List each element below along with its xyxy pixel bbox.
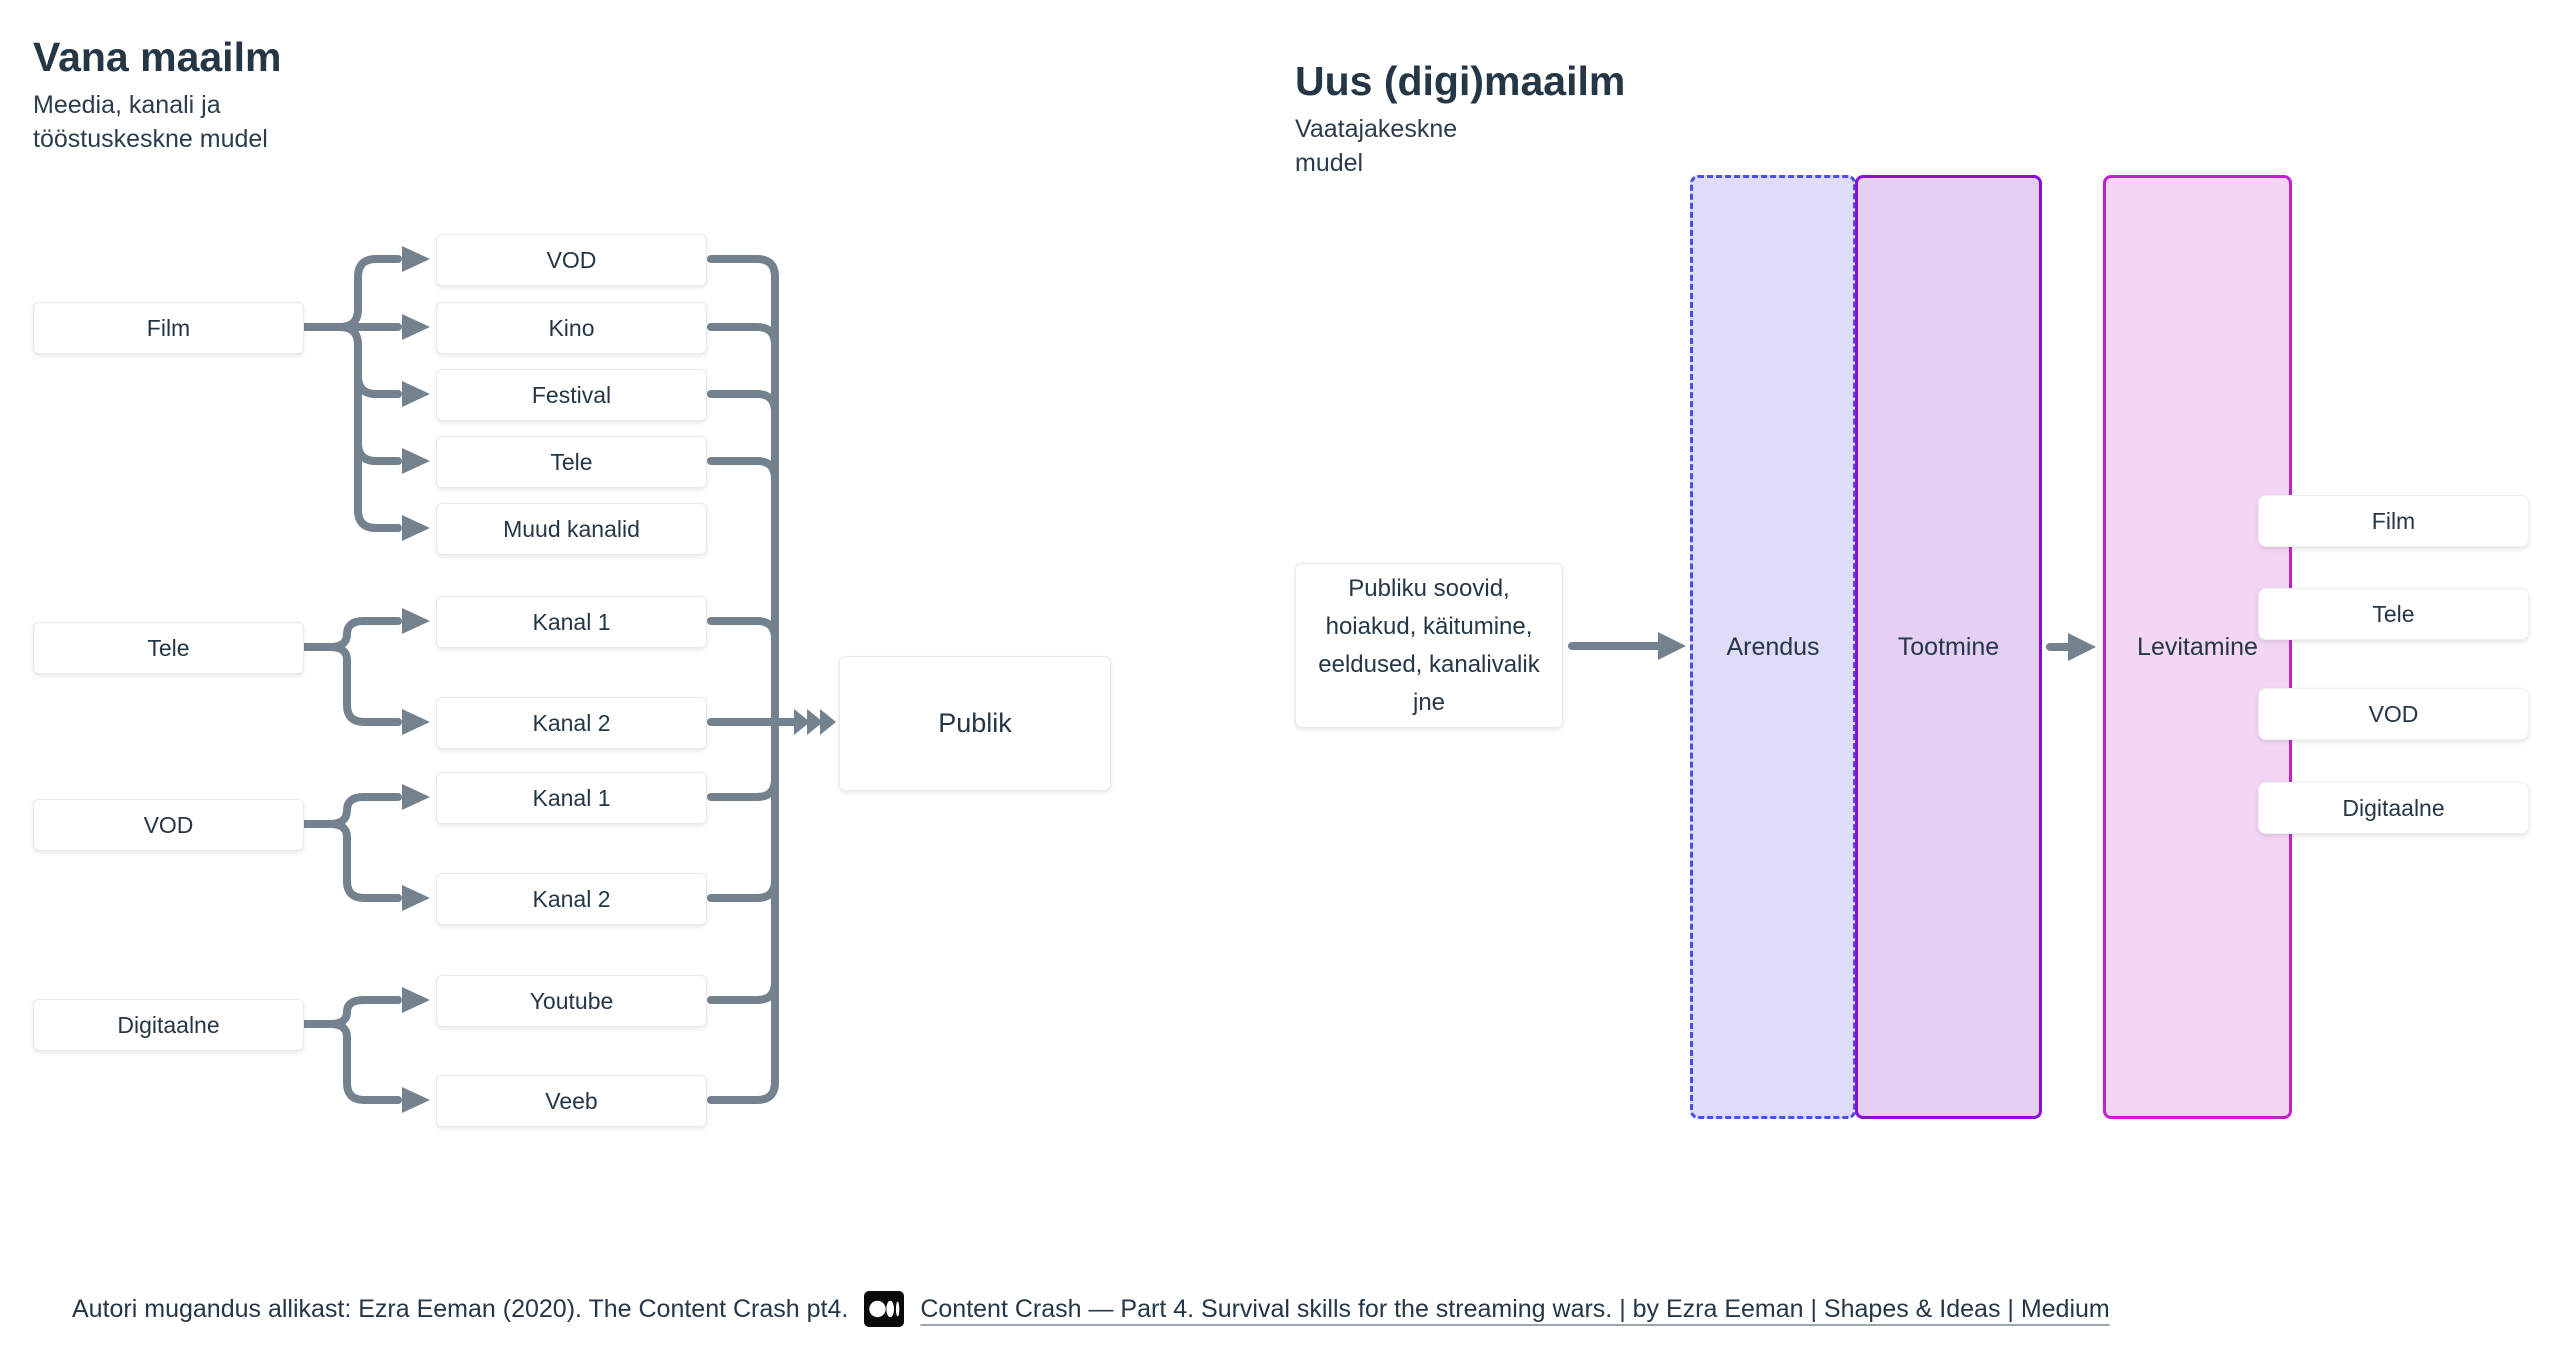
old-channel-youtube: Youtube: [436, 975, 707, 1027]
output-digitaalne: Digitaalne: [2258, 782, 2529, 834]
new-world-arrows: [1568, 632, 2096, 661]
old-source-tele: Tele: [33, 622, 304, 674]
old-channel-muud-kanalid: Muud kanalid: [436, 503, 707, 555]
footer: Autori mugandus allikast: Ezra Eeman (20…: [72, 1286, 2110, 1332]
old-channel-kanal2-vod: Kanal 2: [436, 873, 707, 925]
audience-triple-arrowhead: [794, 709, 836, 735]
stage-tootmine: Tootmine: [1855, 175, 2042, 1119]
medium-link[interactable]: Content Crash — Part 4. Survival skills …: [920, 1294, 2110, 1323]
old-world-subtitle-line2: tööstuskeskne mudel: [33, 125, 268, 153]
old-world-subtitle-line1: Meedia, kanali ja: [33, 91, 221, 119]
old-source-film: Film: [33, 302, 304, 354]
old-channel-tele: Tele: [436, 436, 707, 488]
audience-publik: Publik: [839, 656, 1111, 791]
stage-levitamine: Levitamine: [2103, 175, 2292, 1119]
output-tele: Tele: [2258, 588, 2529, 640]
new-world-subtitle-line2: mudel: [1295, 149, 1364, 177]
input-audience-needs: Publiku soovid, hoiakud, käitumine, eeld…: [1295, 563, 1563, 728]
old-world-fan-connectors: [298, 255, 402, 1104]
old-source-digitaalne: Digitaalne: [33, 999, 304, 1051]
old-world-title: Vana maailm: [33, 34, 282, 80]
old-source-vod: VOD: [33, 799, 304, 851]
old-channel-vod: VOD: [436, 234, 707, 286]
old-channel-kanal1-tele: Kanal 1: [436, 596, 707, 648]
old-channel-kanal2-tele: Kanal 2: [436, 697, 707, 749]
output-film: Film: [2258, 495, 2529, 547]
old-channel-veeb: Veeb: [436, 1075, 707, 1127]
new-world-title: Uus (digi)maailm: [1295, 58, 1626, 104]
source-caption: Autori mugandus allikast: Ezra Eeman (20…: [72, 1294, 849, 1323]
medium-logo-icon: [864, 1291, 905, 1327]
old-channel-kanal1-vod: Kanal 1: [436, 772, 707, 824]
old-channel-festival: Festival: [436, 369, 707, 421]
old-channel-kino: Kino: [436, 302, 707, 354]
channel-arrowheads: [402, 246, 430, 1113]
merge-connectors: [707, 255, 802, 1104]
new-world-subtitle-line1: Vaatajakeskne: [1295, 115, 1458, 143]
stage-arendus: Arendus: [1690, 175, 1856, 1119]
output-vod: VOD: [2258, 688, 2529, 740]
